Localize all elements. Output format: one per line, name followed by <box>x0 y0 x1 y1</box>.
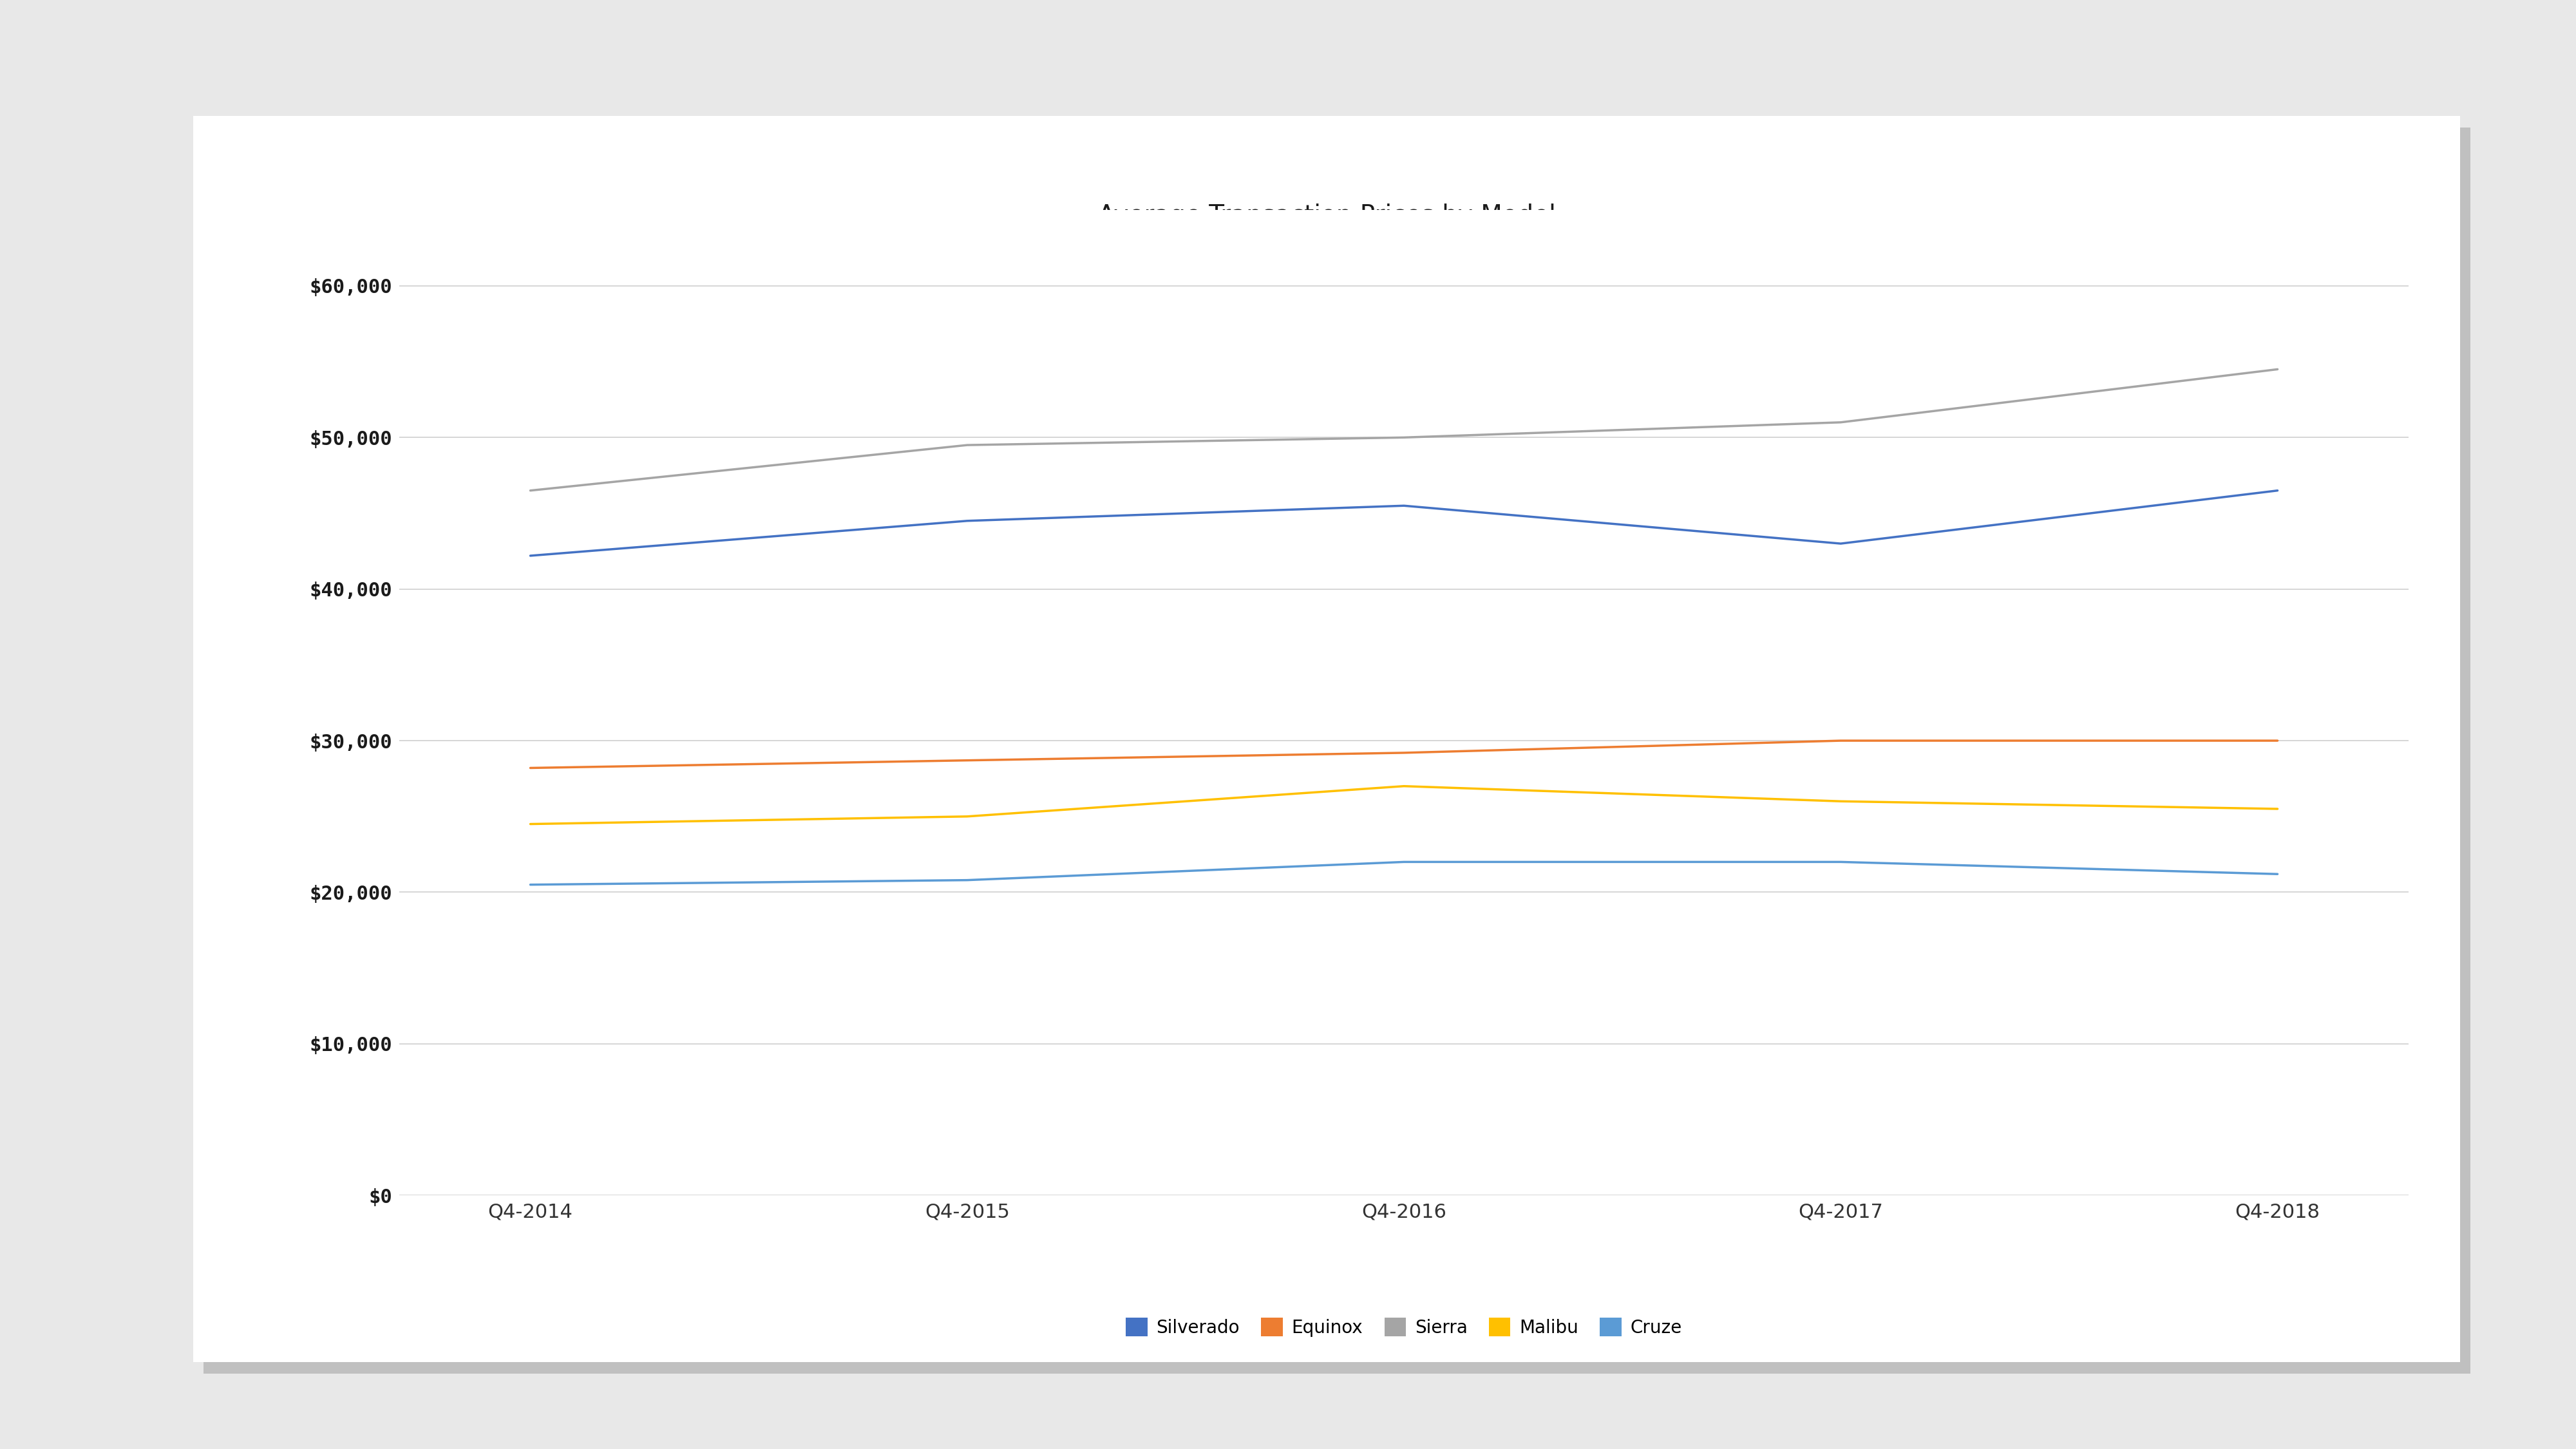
Text: Average Transaction Prices by Model: Average Transaction Prices by Model <box>1097 203 1556 227</box>
Legend: Silverado, Equinox, Sierra, Malibu, Cruze: Silverado, Equinox, Sierra, Malibu, Cruz… <box>1118 1311 1690 1345</box>
